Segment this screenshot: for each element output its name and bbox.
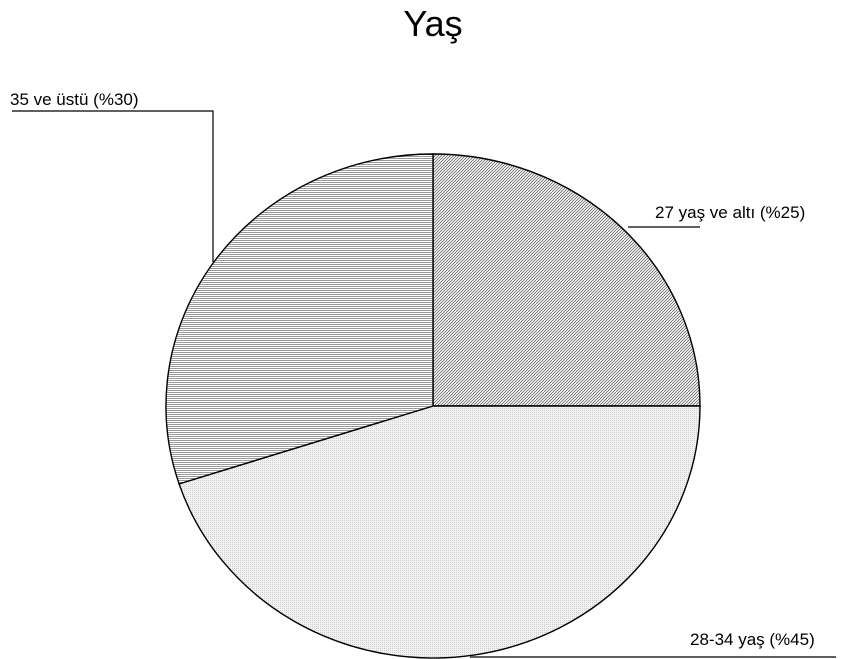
slice-leader-lines — [12, 110, 836, 658]
pie-slice-2 — [178, 405, 701, 659]
slice-labels: 27 yaş ve altı (%25) 28-34 yaş (%45) 35 ve… — [10, 90, 815, 649]
pie-slice-3 — [165, 153, 434, 485]
slice-label-2: 28-34 yaş (%45) — [690, 630, 815, 649]
chart-title: Yaş — [403, 3, 462, 44]
slice-label-1: 27 yaş ve altı (%25) — [655, 203, 805, 222]
slice-label-3: 35 ve üstü (%30) — [10, 90, 139, 109]
slice-leader-line-3 — [12, 110, 214, 262]
pie-slice-1 — [432, 153, 701, 407]
pie-slices — [165, 153, 701, 659]
